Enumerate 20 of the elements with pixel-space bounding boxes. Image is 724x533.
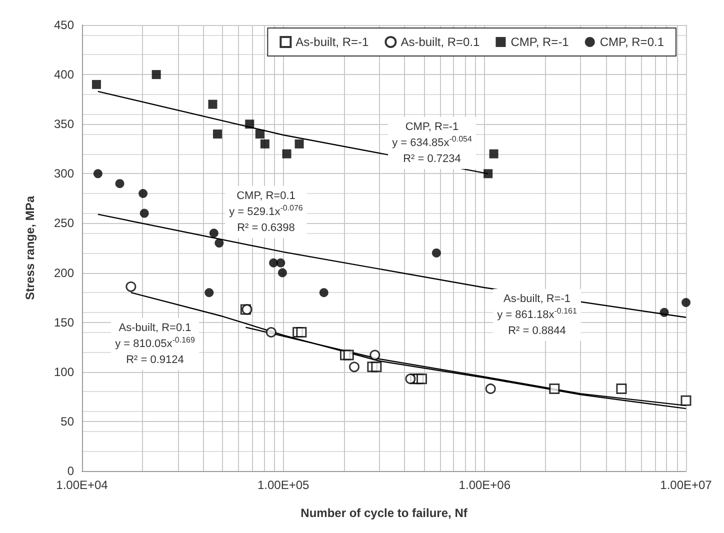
legend-label: As-built, R=-1	[296, 35, 370, 49]
y-tick-label: 400	[54, 68, 74, 82]
y-tick-label: 150	[54, 315, 74, 330]
y-tick-label: 450	[54, 18, 74, 32]
y-tick-label: 300	[54, 166, 74, 181]
x-tick-label: 1.00E+06	[458, 478, 511, 492]
x-tick-label: 1.00E+07	[660, 478, 712, 492]
legend-label: CMP, R=-1	[510, 35, 570, 49]
y-tick-label: 350	[54, 117, 74, 132]
x-tick-label: 1.00E+04	[56, 478, 108, 492]
x-tick-label: 1.00E+05	[257, 478, 310, 492]
x-axis-title: Number of cycle to failure, Nf	[300, 506, 468, 520]
y-tick-label: 50	[60, 414, 74, 428]
y-tick-label: 200	[54, 266, 74, 280]
y-tick-label: 0	[67, 464, 74, 478]
legend-label: As-built, R=0.1	[400, 35, 480, 49]
y-tick-label: 100	[54, 364, 74, 379]
y-axis-title: Stress range, MPa	[23, 196, 37, 300]
y-tick-label: 250	[54, 216, 74, 230]
legend-label: CMP, R=0.1	[600, 35, 664, 49]
